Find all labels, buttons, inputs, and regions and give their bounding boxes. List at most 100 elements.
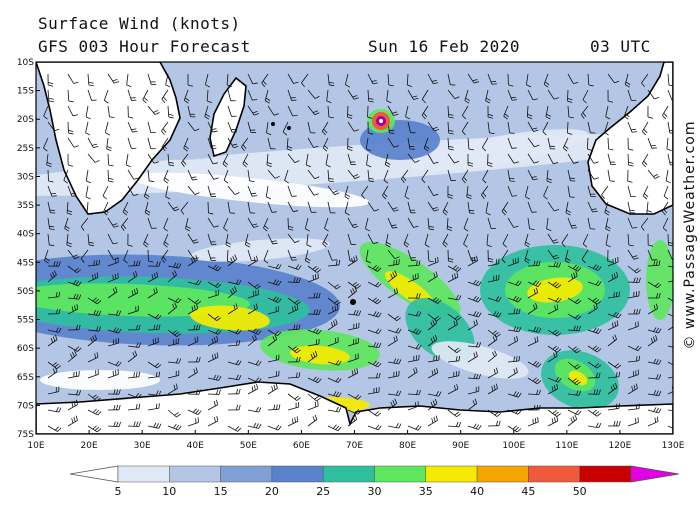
wind-barb [204,73,210,88]
latitude-label: 55S [17,316,34,326]
wind-barb [187,185,200,195]
wind-barb [267,296,282,303]
wind-barb [147,403,160,411]
wind-barb [667,376,673,379]
wind-barb [147,105,160,115]
wind-barb [447,319,458,331]
wind-barb [244,233,251,248]
colorbar-label: 40 [470,485,484,498]
wind-barb [127,287,139,299]
wind-barb [287,372,301,379]
colorbar-segment [117,465,170,483]
wind-barb [67,345,82,352]
wind-barb [407,137,415,150]
wind-barb [307,292,321,299]
wind-barb [647,89,660,100]
wind-barb [507,391,522,398]
wind-barb [286,137,293,152]
wind-barb [127,392,142,399]
wind-barb [661,201,669,216]
wind-barb [107,389,121,395]
wind-barb [547,281,562,289]
wind-barb [447,137,454,151]
wind-barb [227,185,240,195]
wind-barb [647,327,662,334]
wind-barb [207,313,221,322]
wind-barb [263,217,269,232]
wind-barb [527,377,542,385]
wind-barb [266,153,272,168]
wind-barb [267,279,282,286]
wind-barb [367,281,382,288]
wind-barb [601,185,609,200]
wind-barb [322,137,329,152]
wind-barb [47,308,61,315]
wind-barb [582,233,589,248]
wind-barb [604,121,609,136]
wind-barb [107,73,119,84]
wind-barb [187,408,202,415]
wind-barb [427,334,438,347]
wind-barb [607,320,619,331]
wind-barb [480,185,489,199]
wind-barb [163,233,169,248]
colorbar-label: 45 [521,485,535,498]
wind-barb [127,169,139,180]
wind-barb [206,89,213,104]
cyclone-marker [372,112,390,130]
wind-barb [607,169,615,182]
longitude-label: 50E [240,441,257,451]
wind-barb [247,383,259,395]
wind-barb [147,422,162,429]
wind-barb [547,89,559,100]
wind-barb [127,324,141,331]
wind-barb [662,105,669,120]
wind-barb [567,264,582,272]
wind-barb [607,371,621,379]
wind-barb [207,249,217,261]
wind-barb [367,297,382,305]
wind-barb [627,185,636,198]
wind-barb [127,421,141,427]
wind-barb [587,185,596,198]
wind-barb [467,279,482,287]
wind-barb [67,265,81,273]
wind-barb [547,345,562,353]
wind-barb [547,249,560,260]
wind-barb [67,350,77,363]
wind-barb [187,336,199,347]
wind-barb [647,358,662,365]
wind-barb [167,409,181,418]
wind-barb [527,217,535,230]
wind-barb [405,105,411,120]
wind-barb [467,311,482,318]
wind-barb [147,249,154,263]
wind-barb [247,303,258,315]
wind-barb [47,73,54,87]
wind-barb [562,137,569,152]
wind-barb [267,201,277,213]
wind-barb [107,273,119,283]
wind-barb [587,372,601,379]
wind-barb [447,383,459,395]
wind-barb [247,360,262,366]
wind-barb [347,309,362,316]
wind-barb [226,73,232,88]
wind-barb [467,153,473,167]
wind-barb [207,389,221,395]
wind-barb [627,233,634,247]
wind-barb [143,233,149,248]
wind-barb [647,249,658,261]
wind-barb [67,279,82,287]
wind-barb [567,409,582,416]
wind-barb [185,217,191,232]
wind-barb [663,185,669,200]
colorbar-segment [220,465,273,483]
wind-barb [147,324,161,331]
wind-barb [80,249,89,263]
wind-barb [247,169,255,182]
wind-barb [327,424,342,432]
wind-barb [607,249,613,263]
wind-barb [367,424,382,431]
wind-barb [207,233,217,245]
